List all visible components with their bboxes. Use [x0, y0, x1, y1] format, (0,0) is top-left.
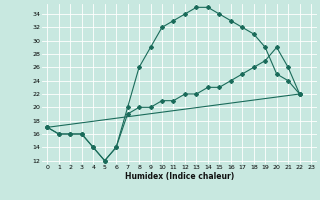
X-axis label: Humidex (Indice chaleur): Humidex (Indice chaleur): [124, 172, 234, 181]
